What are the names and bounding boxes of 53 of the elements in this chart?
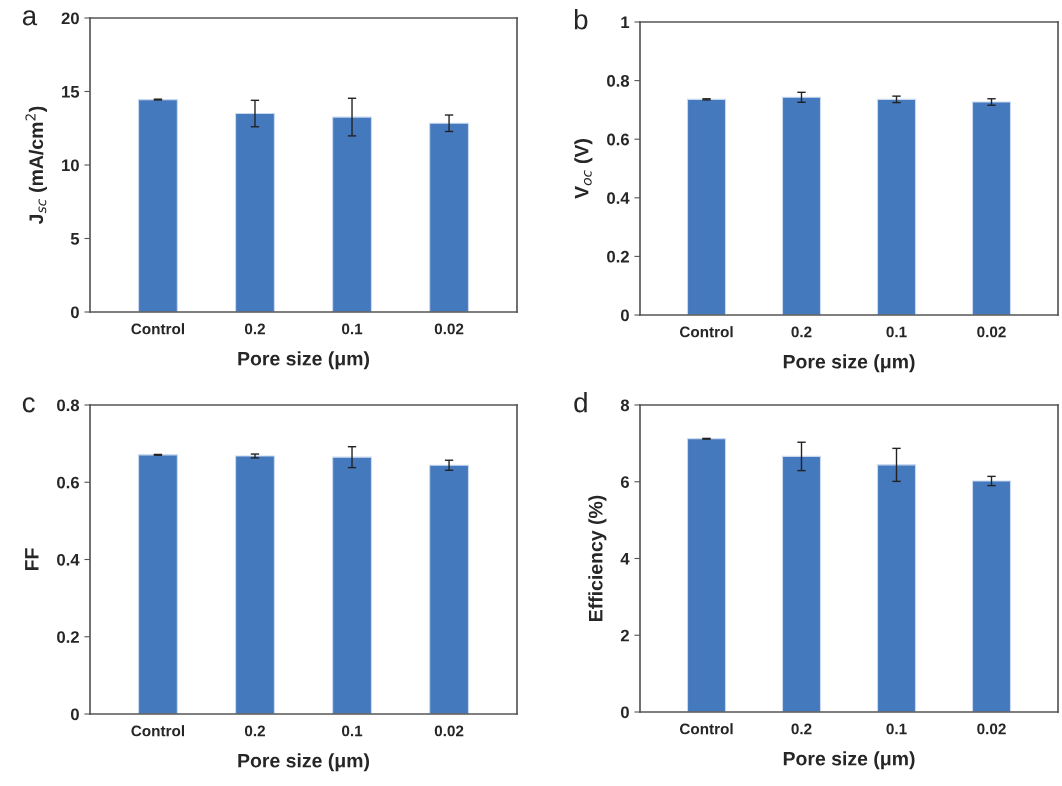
y-tick-label: 0 bbox=[70, 708, 79, 721]
x-tick-label: Control bbox=[679, 723, 733, 735]
y-tick-label: 20 bbox=[61, 12, 79, 25]
y-tick-label: 0.6 bbox=[607, 133, 629, 146]
y-axis-title: FF bbox=[25, 548, 39, 571]
x-tick-label: Control bbox=[131, 323, 185, 335]
x-tick-label: Control bbox=[679, 326, 733, 338]
bar bbox=[781, 455, 822, 712]
x-tick-label: 0.02 bbox=[977, 326, 1006, 338]
y-tick-label: 0.2 bbox=[607, 250, 629, 263]
x-axis-title: Pore size (μm) bbox=[783, 354, 915, 373]
chart-title: d bbox=[574, 392, 587, 413]
x-tick-label: 0.1 bbox=[342, 725, 363, 737]
x-tick-label: 0.02 bbox=[434, 725, 464, 737]
x-tick-label: Control bbox=[131, 725, 185, 737]
y-tick-label: 1 bbox=[621, 16, 630, 29]
y-tick-label: 10 bbox=[62, 159, 79, 172]
y-tick-label: 6 bbox=[620, 476, 629, 488]
chart-title: b bbox=[574, 9, 588, 30]
x-tick-label: 0.02 bbox=[434, 323, 464, 335]
x-tick-label: 0.2 bbox=[244, 323, 265, 335]
y-tick-label: 0.4 bbox=[57, 553, 80, 566]
chart-title: c bbox=[22, 397, 35, 413]
y-tick-label: 0.6 bbox=[57, 476, 79, 489]
x-tick-label: 0.1 bbox=[886, 326, 907, 338]
y-tick-label: 4 bbox=[620, 553, 630, 565]
bar bbox=[876, 464, 917, 712]
y-tick-label: 0 bbox=[620, 309, 629, 322]
x-tick-label: 0.02 bbox=[977, 723, 1006, 735]
y-tick-label: 0.8 bbox=[607, 75, 630, 87]
y-tick-label: 5 bbox=[70, 233, 80, 245]
y-tick-label: 0.4 bbox=[607, 192, 630, 204]
y-tick-label: 0 bbox=[70, 306, 79, 319]
y-tick-label: 2 bbox=[620, 629, 629, 642]
bar bbox=[686, 438, 727, 712]
y-axis-title: V$_{oc}$ (V) bbox=[574, 139, 593, 199]
x-tick-label: 0.2 bbox=[791, 723, 812, 735]
y-tick-label: 0.8 bbox=[57, 399, 80, 412]
x-tick-label: 0.1 bbox=[886, 723, 907, 735]
y-tick-label: 0 bbox=[620, 706, 629, 719]
x-tick-label: 0.2 bbox=[244, 725, 265, 737]
y-tick-label: 0.2 bbox=[57, 631, 79, 643]
x-tick-label: 0.2 bbox=[791, 326, 812, 338]
y-tick-label: 8 bbox=[620, 399, 630, 412]
chart-title: a bbox=[22, 10, 38, 26]
x-axis-title: Pore size (μm) bbox=[783, 751, 915, 770]
bar bbox=[971, 480, 1012, 712]
y-axis-title: Efficiency (%) bbox=[588, 495, 607, 621]
y-axis-title: J$_{sc}$ (mA/cm$^{2}$) bbox=[25, 106, 47, 225]
x-axis-title: Pore size (μm) bbox=[238, 351, 369, 370]
x-axis-title: Pore size (μm) bbox=[238, 753, 369, 772]
y-tick-label: 15 bbox=[62, 86, 80, 98]
x-tick-label: 0.1 bbox=[342, 323, 363, 335]
